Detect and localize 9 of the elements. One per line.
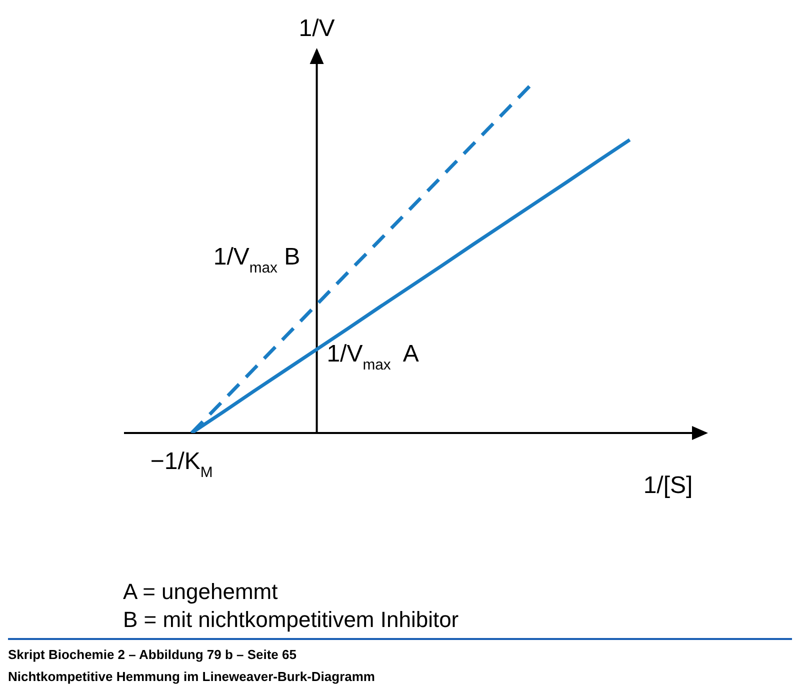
text: Nichtkompetitive Hemmung im Lineweaver-Burk-Diagramm [8, 668, 376, 686]
annotation: 1/V$_{max}$ A [326, 340, 419, 374]
text: Skript Biochemie 2 – Abbildung 79 b – Seite 65 [8, 646, 298, 664]
text: −1/K$_{M}$ [150, 448, 213, 481]
y-axis-title: 1/V [298, 15, 335, 42]
x-axis-title: 1/[S] [643, 472, 693, 499]
text: B = mit nichtkompetitivem Inhibitor [123, 606, 460, 634]
annotation: 1/V$_{max}$ B [213, 243, 300, 276]
text: A = ungehemmt [123, 578, 279, 606]
